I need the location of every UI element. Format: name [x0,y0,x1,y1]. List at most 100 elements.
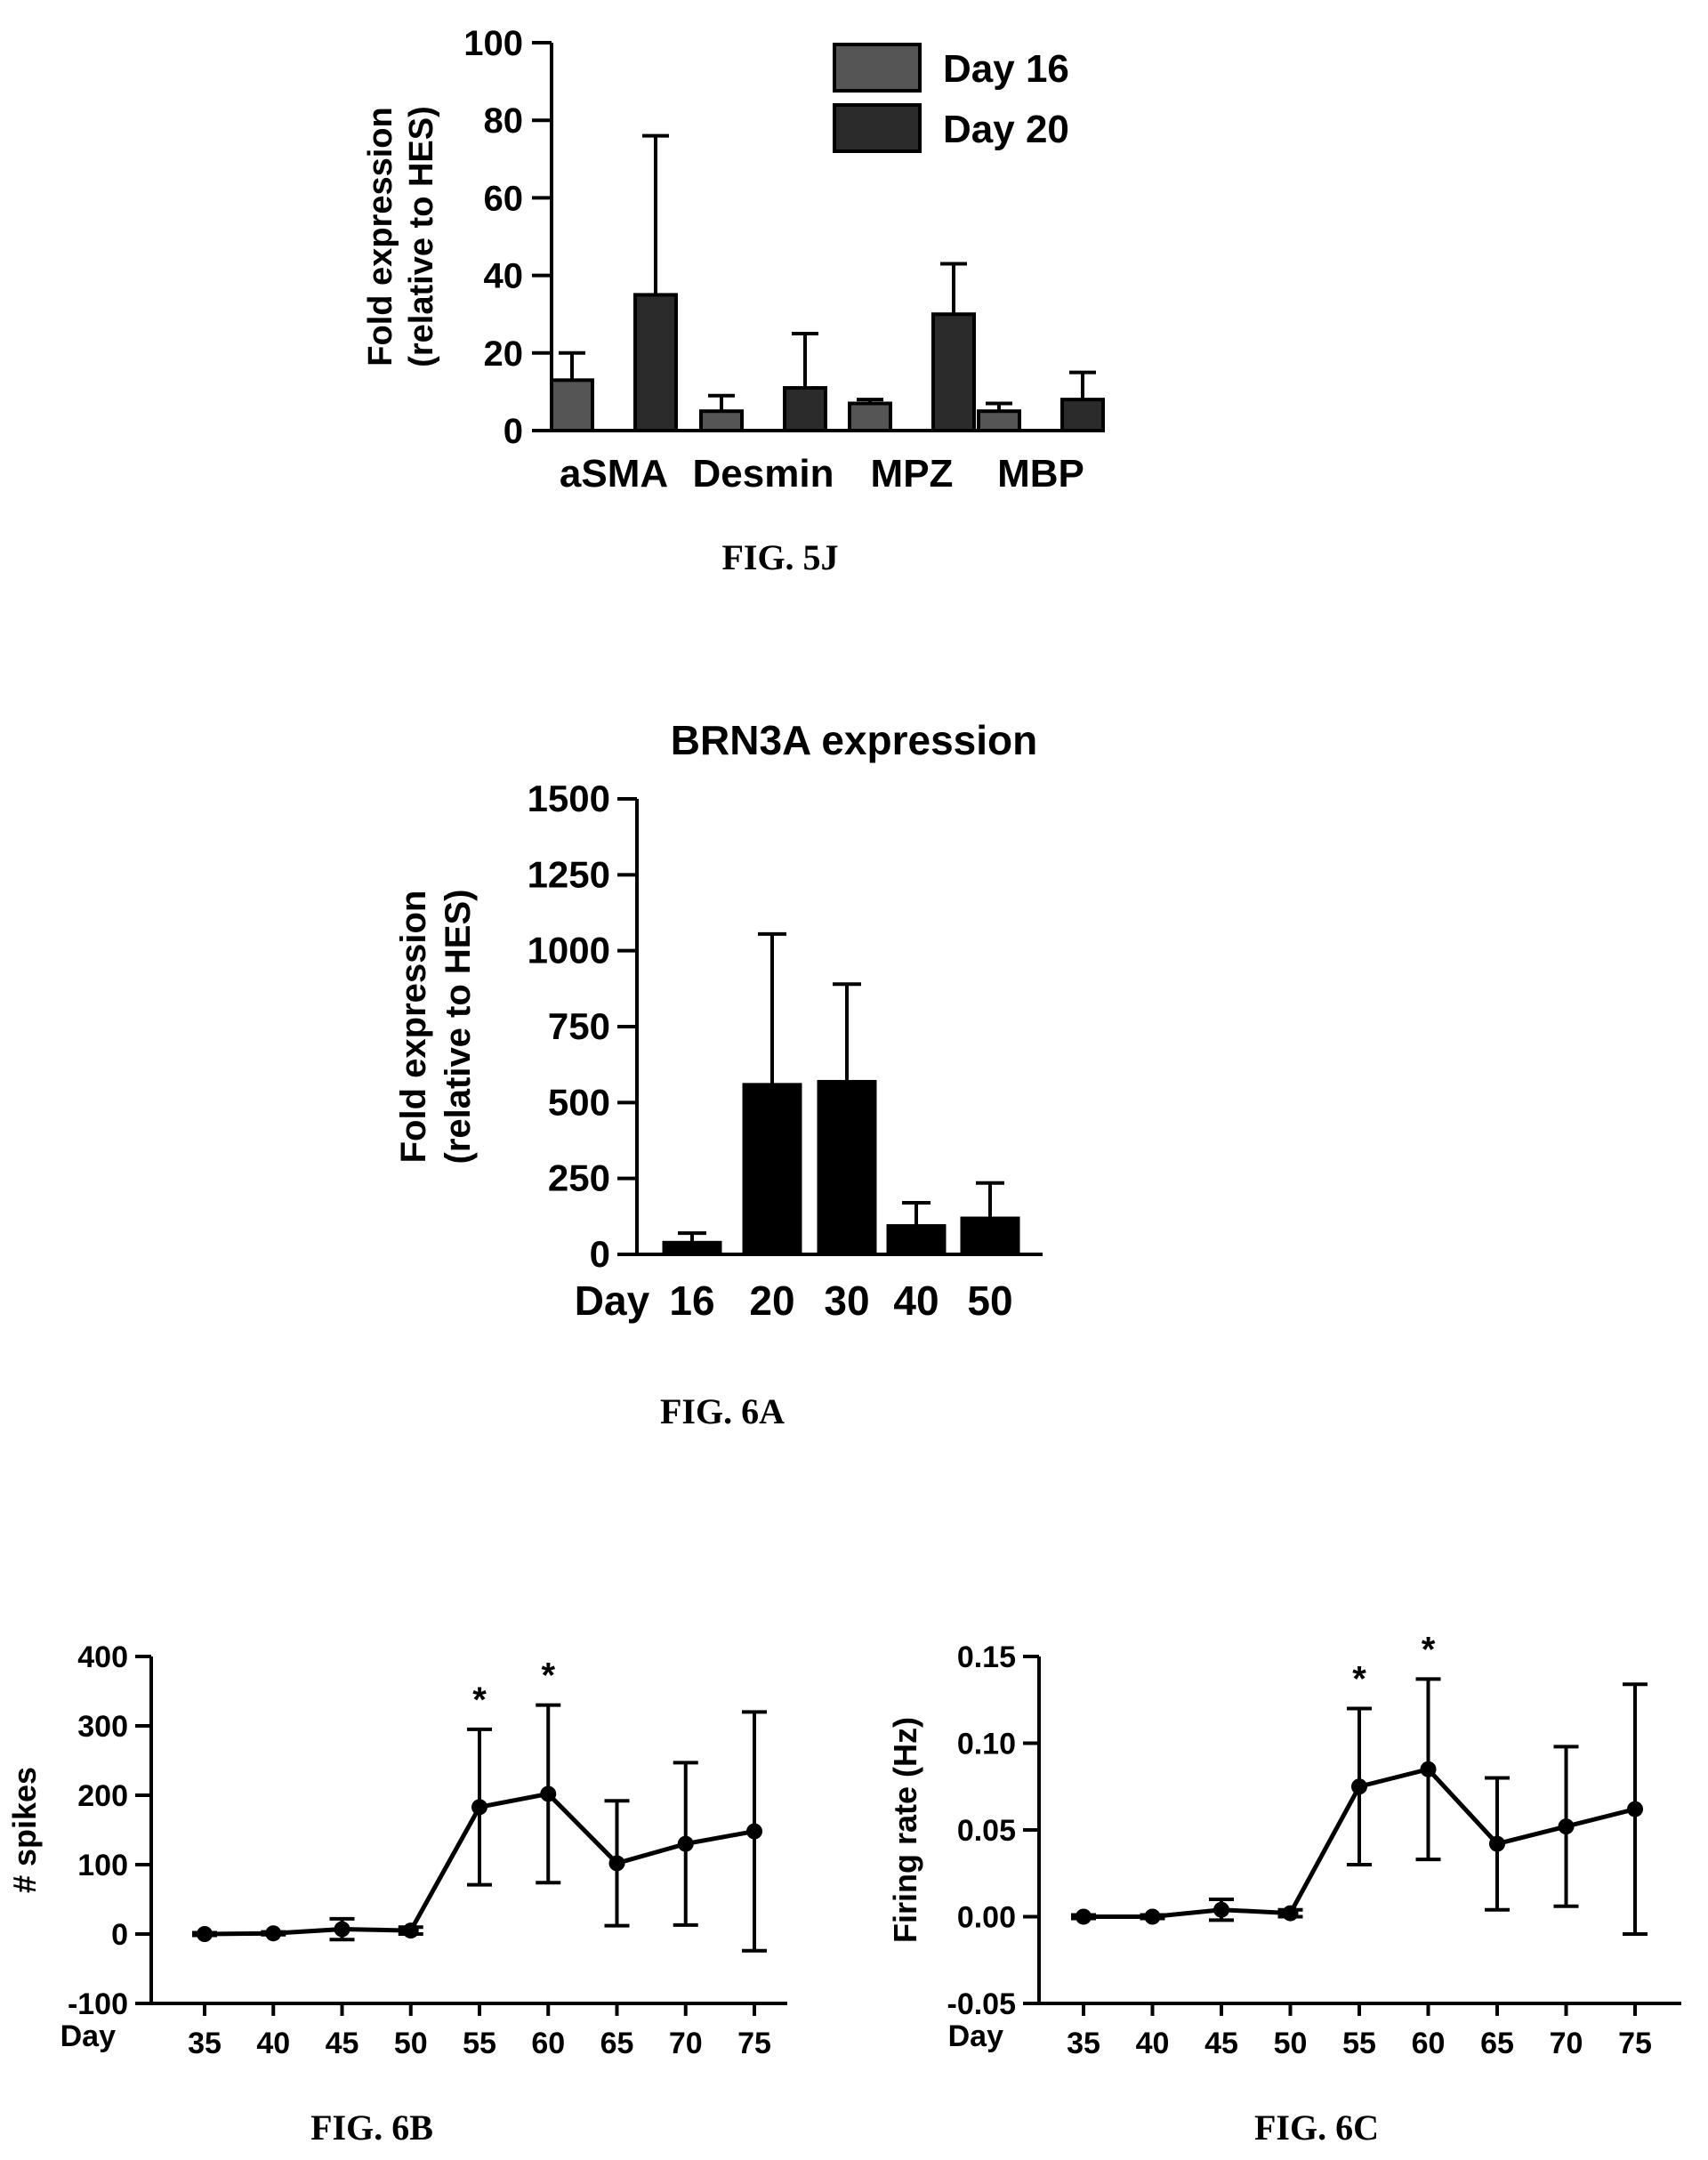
significance-marker: * [1352,1660,1366,1699]
significance-marker: * [541,1656,555,1696]
y-axis-title-line1: Fold expression [394,891,433,1164]
x-tick-label: 55 [463,2027,496,2060]
y-tick-label: 1500 [528,778,610,819]
x-tick-label: 70 [1550,2027,1583,2060]
x-tick-label: 55 [1342,2027,1376,2060]
y-tick-label: 0 [111,1918,128,1952]
y-axis-title-text: # spikes [6,1767,43,1893]
x-tick-label: 70 [669,2027,703,2060]
x-tick-label: 40 [1136,2027,1170,2060]
data-point [1558,1818,1575,1835]
data-point [1144,1908,1161,1925]
y-tick-label: 20 [484,334,524,374]
data-point [1420,1761,1437,1777]
y-tick-label: 500 [548,1081,610,1123]
y-tick-label: 0.05 [957,1814,1016,1848]
y-tick-label: 300 [77,1710,128,1744]
y-tick-label: 0.15 [957,1640,1016,1674]
chart-fig6a: BRN3A expression 0 250 500 750 1000 1250 1500 Fo… [394,717,1043,1431]
legend-swatch [833,43,922,93]
y-axis-title: Fold expression (relative to HES) [394,890,478,1165]
x-tick-label: 35 [188,2027,222,2060]
x-tick-label: 40 [256,2027,290,2060]
x-axis-prefix: Day [575,1277,650,1324]
bar [550,378,594,433]
x-tick-label: 35 [1067,2027,1100,2060]
chart-fig6c: -0.05 0.00 0.05 0.10 0.15 35 40 45 50 55 60 65 70 75 D… [887,1630,1681,2148]
legend-swatch [833,103,922,153]
data-point [1076,1908,1092,1925]
x-axis-prefix: Day [948,2019,1003,2053]
bar [742,1083,802,1256]
bar [960,1216,1020,1256]
x-tick-label: 20 [749,1277,794,1324]
data-point [1627,1801,1643,1817]
bar [848,401,892,433]
data-point [471,1799,487,1816]
chart-title: BRN3A expression [671,717,1037,763]
y-axis-title: Fold expression (relative to HES) [362,106,440,367]
x-tick-label: 30 [824,1277,869,1324]
x-tick-label: 75 [1618,2027,1652,2060]
figure-caption: FIG. 5J [721,537,838,577]
x-tick-label: 60 [531,2027,565,2060]
x-tick-label: 16 [669,1277,714,1324]
x-tick-label: 40 [893,1277,939,1324]
bar [977,409,1021,433]
y-tick-label: 400 [77,1640,128,1674]
y-tick-label: -0.05 [947,1987,1017,2021]
x-tick-label: 75 [737,2027,771,2060]
bar [1060,398,1105,432]
y-tick-label: 40 [484,257,524,296]
significance-marker: * [1422,1630,1436,1669]
chart-fig6b: -100 0 100 200 300 400 35 40 45 50 55 60 65 70 75 Day # … [6,1640,787,2148]
x-tick-label: 50 [1274,2027,1308,2060]
x-axis-prefix: Day [60,2019,116,2053]
y-tick-label: -100 [68,1987,128,2021]
data-point [1282,1905,1299,1922]
data-point [334,1921,350,1938]
y-tick-label: 100 [463,24,523,63]
y-tick-label: 1250 [528,853,610,895]
y-tick-label: 750 [548,1005,610,1047]
x-tick-label: 60 [1412,2027,1446,2060]
bar [633,293,678,432]
data-point [402,1922,419,1939]
x-tick-label: 65 [600,2027,634,2060]
x-tick-label: 65 [1480,2027,1514,2060]
y-tick-label: 0.00 [957,1901,1016,1935]
y-axis-title-line2: (relative to HES) [439,890,478,1165]
data-point [746,1823,762,1840]
y-tick-label: 200 [77,1779,128,1813]
bar [886,1224,947,1256]
legend-label: Day 16 [943,47,1069,91]
y-tick-label: 0 [504,412,523,451]
data-point [197,1926,213,1942]
bar [817,1079,877,1256]
data-point [1213,1901,1229,1918]
x-tick-label: 45 [326,2027,359,2060]
y-tick-label: 0.10 [957,1728,1016,1761]
significance-marker: * [472,1680,487,1720]
data-point [265,1925,282,1942]
data-point [1351,1778,1367,1795]
y-tick-label: 80 [484,101,524,141]
bar [931,312,976,433]
y-tick-label: 1000 [528,930,610,971]
x-tick-label: aSMA [560,452,668,496]
y-tick-label: 60 [484,179,524,218]
x-tick-label: 50 [394,2027,428,2060]
bar [783,386,827,433]
y-axis-title-line2: (relative to HES) [403,106,440,367]
y-tick-label: 100 [77,1849,128,1882]
x-tick-label: MPZ [871,452,954,496]
y-tick-label: 250 [548,1157,610,1199]
x-tick-label: Desmin [693,452,834,496]
y-axis-title-text: Firing rate (Hz) [887,1717,923,1943]
x-tick-label: 45 [1204,2027,1238,2060]
data-point [1489,1835,1505,1852]
legend-label: Day 20 [943,108,1069,151]
data-point [540,1785,557,1802]
y-axis-title-line1: Fold expression [362,107,399,366]
